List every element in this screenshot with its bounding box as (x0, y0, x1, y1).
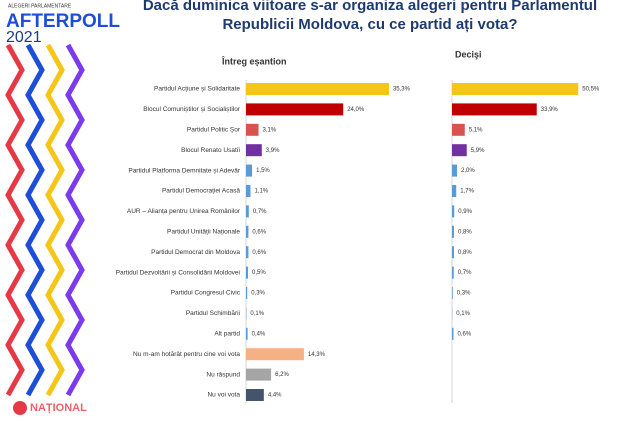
bar (452, 83, 579, 95)
series-header: Decişi (455, 49, 482, 59)
category-label: Alt partid (214, 331, 240, 338)
data-label: 1,5% (256, 168, 270, 174)
bar (452, 287, 453, 299)
bar (246, 83, 389, 95)
logo-name: AFTERPOLL (6, 11, 120, 32)
logo-year: 2021 (6, 29, 42, 46)
bar (452, 266, 454, 279)
bar (452, 327, 454, 340)
data-label: 24,0% (347, 107, 365, 113)
bar (246, 246, 249, 259)
bar (452, 205, 455, 218)
data-label: 3,1% (263, 127, 277, 133)
data-label: 3,9% (266, 148, 280, 154)
category-label: Partidul Acțiune și Solidaritate (154, 86, 240, 93)
data-label: 0,8% (458, 250, 472, 256)
data-label: 5,9% (471, 148, 485, 154)
bar (452, 144, 467, 157)
data-label: 5,1% (469, 127, 483, 133)
watermark-icon (13, 401, 27, 415)
data-label: 0,8% (458, 229, 472, 235)
bar (246, 123, 259, 136)
data-label: 0,6% (252, 250, 266, 256)
bar (246, 225, 249, 238)
data-label: 6,2% (275, 372, 289, 378)
data-label: 0,3% (251, 291, 265, 297)
logo-tagline: ALEGERI PARLAMENTARE (8, 3, 72, 9)
bar (452, 246, 454, 259)
category-label: Partidul Unității Naționale (167, 229, 240, 236)
data-label: 0,6% (252, 229, 266, 235)
category-label: Nu m-am hotărât pentru cine voi vota (133, 351, 240, 358)
data-label: 1,1% (254, 189, 268, 195)
bar (246, 327, 248, 340)
bar (452, 123, 465, 136)
title-box: Dacă duminica viitoare s-ar organiza ale… (142, 0, 598, 33)
data-label: 0,3% (457, 291, 471, 297)
chart-title: Dacă duminica viitoare s-ar organiza ale… (142, 0, 598, 33)
data-label: 35,3% (393, 87, 411, 93)
data-label: 33,9% (541, 107, 559, 113)
bar (246, 205, 249, 218)
data-label: 0,6% (458, 331, 472, 337)
data-label: 14,3% (308, 352, 326, 358)
category-label: Partidul Democrației Acasă (162, 188, 240, 195)
bar (452, 103, 537, 116)
data-label: 4,4% (268, 393, 282, 399)
bar (246, 287, 248, 299)
category-label: Partidul Schimbării (186, 310, 240, 317)
data-label: 50,5% (582, 87, 600, 93)
bar (452, 164, 457, 177)
bar (452, 225, 454, 238)
bar (246, 266, 249, 279)
category-label: Nu voi vota (207, 392, 240, 399)
category-label: Partidul Platforma Demnitate și Adevăr (128, 167, 240, 174)
category-label: Partidul Democrat din Moldova (151, 249, 240, 256)
data-label: 0,5% (252, 270, 266, 276)
bar (246, 348, 304, 361)
series-header: Întreg eșantion (221, 55, 287, 66)
bar (452, 185, 457, 197)
bar (246, 164, 253, 177)
data-label: 2,0% (461, 168, 475, 174)
bar (246, 144, 262, 157)
category-label: Partidul Congresul Civic (171, 290, 241, 297)
data-label: 0,7% (253, 209, 267, 215)
data-label: 0,7% (458, 270, 472, 276)
data-label: 1,7% (460, 189, 474, 195)
logo-stripes (5, 43, 85, 397)
watermark: NAȚIONAL (30, 402, 87, 414)
bar (246, 185, 251, 197)
category-label: Nu răspund (206, 371, 240, 378)
data-label: 0,4% (252, 331, 266, 337)
category-label: Partidul Politic Șor (187, 127, 241, 134)
category-label: AUR – Alianța pentru Unirea Românilor (127, 208, 241, 215)
bar (246, 103, 344, 116)
data-label: 0,9% (458, 209, 472, 215)
bar (246, 368, 272, 381)
data-label: 0,1% (250, 311, 264, 317)
category-label: Blocul Comuniștilor și Socialiștilor (143, 106, 241, 113)
bar (246, 389, 264, 401)
category-label: Partidul Dezvoltării și Consolidării Mol… (116, 269, 240, 276)
data-label: 0,1% (456, 311, 470, 317)
category-label: Blocul Renato Usatîi (181, 147, 240, 154)
